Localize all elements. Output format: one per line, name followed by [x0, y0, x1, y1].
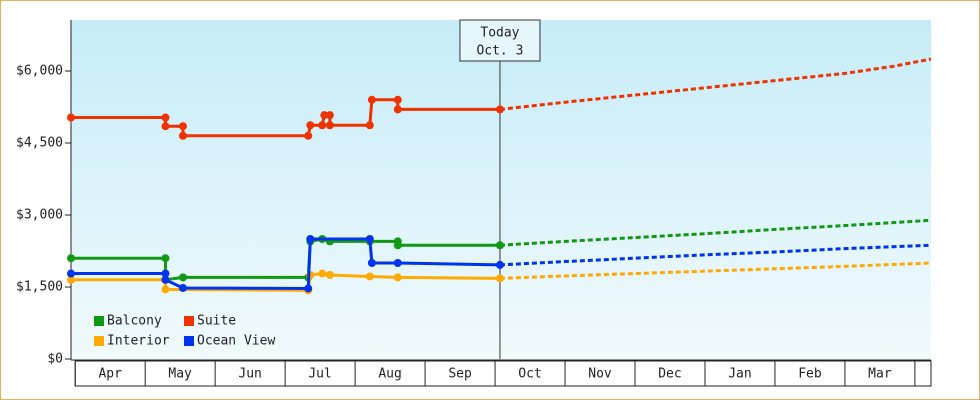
x-tick-label: Aug — [378, 367, 401, 382]
forecast-line — [499, 57, 932, 111]
price-point — [161, 275, 170, 284]
price-point — [161, 285, 170, 294]
price-point — [304, 284, 313, 293]
price-point — [67, 254, 75, 263]
price-point — [178, 122, 187, 131]
price-point — [318, 121, 327, 130]
x-tick-label: Mar — [868, 367, 892, 382]
price-line — [71, 272, 500, 292]
price-point — [67, 275, 75, 284]
x-tick-label: Nov — [588, 367, 612, 382]
price-point — [365, 235, 374, 243]
y-tick-label: $1,500 — [16, 280, 63, 295]
price-point — [367, 95, 376, 104]
price-point — [161, 254, 170, 263]
x-tick-label: Jul — [308, 367, 331, 382]
price-point — [67, 269, 75, 278]
x-tick-label: Apr — [98, 367, 122, 382]
price-point — [495, 241, 504, 250]
legend-label: Suite — [197, 314, 236, 329]
legend-swatch — [94, 316, 104, 326]
forecast-line — [499, 261, 932, 280]
price-point — [161, 269, 170, 278]
price-point — [367, 259, 376, 267]
price-point — [325, 121, 334, 130]
price-point — [306, 121, 315, 130]
price-point — [161, 122, 170, 131]
price-point — [67, 113, 75, 122]
price-point — [495, 260, 504, 269]
x-tick-label: Sep — [448, 367, 472, 382]
price-point — [320, 111, 329, 120]
x-tick-label: Jan — [728, 367, 751, 382]
price-point — [393, 273, 402, 282]
price-point — [178, 273, 187, 282]
y-tick-label: $0 — [47, 352, 63, 367]
x-tick-label: Jun — [238, 367, 261, 382]
today-label: Today — [480, 26, 519, 41]
price-point — [393, 105, 402, 114]
legend-label: Ocean View — [197, 334, 275, 349]
price-point — [325, 111, 334, 120]
price-point — [161, 113, 170, 122]
today-box — [459, 19, 541, 62]
legend-swatch — [184, 336, 194, 346]
price-point — [178, 131, 187, 140]
x-tick-label: May — [168, 367, 192, 382]
y-tick-label: $6,000 — [16, 64, 63, 79]
legend-swatch — [184, 316, 194, 326]
x-tick-label: Dec — [658, 367, 681, 382]
x-tick-label: Feb — [798, 367, 822, 382]
x-tick-label: Oct — [518, 367, 541, 382]
y-tick-label: $4,500 — [16, 136, 63, 151]
forecast-line — [499, 218, 932, 247]
price-point — [393, 241, 402, 250]
price-point — [306, 235, 315, 243]
price-point — [318, 269, 327, 278]
price-point — [325, 271, 334, 279]
plot-background — [71, 20, 931, 359]
today-label: Oct. 3 — [476, 44, 523, 59]
price-point — [495, 105, 504, 114]
price-line — [71, 98, 500, 138]
price-point — [304, 131, 313, 140]
forecast-line — [499, 243, 932, 267]
price-point — [495, 274, 504, 283]
legend-label: Balcony — [107, 314, 162, 329]
price-point — [393, 259, 402, 267]
price-point — [393, 95, 402, 104]
price-point — [365, 272, 374, 281]
legend-swatch — [94, 336, 104, 346]
y-tick-label: $3,000 — [16, 208, 63, 223]
legend-label: Interior — [107, 334, 170, 349]
price-point — [365, 121, 374, 130]
price-point — [178, 283, 187, 292]
